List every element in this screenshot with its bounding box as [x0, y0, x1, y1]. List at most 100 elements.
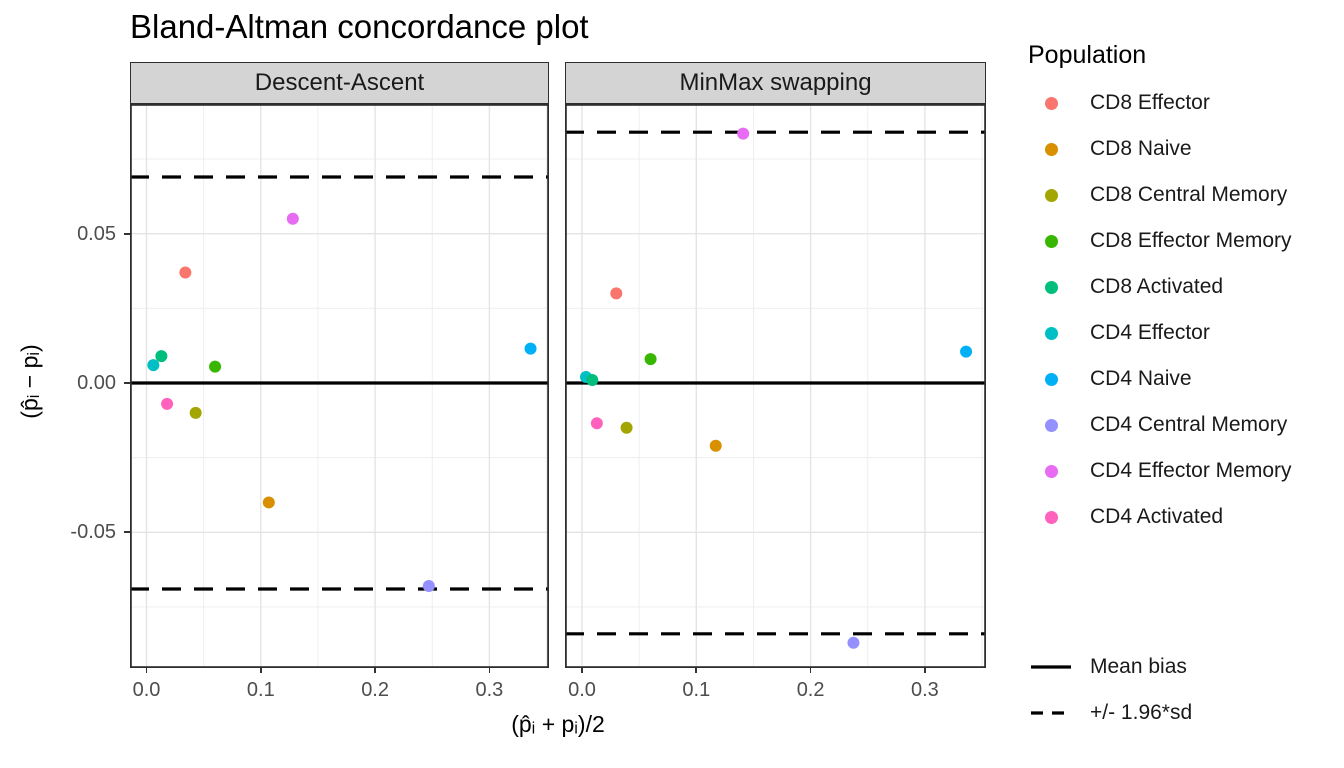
y-tick-mark [124, 531, 130, 534]
y-tick-mark [124, 382, 130, 384]
legend-line-item: Mean bias [1012, 644, 1342, 690]
data-point [179, 266, 192, 279]
x-axis-title: (p̂ᵢ + pᵢ)/2 [511, 711, 605, 737]
legend-key [1012, 96, 1090, 110]
legend-item-label: CD4 Activated [1090, 505, 1224, 528]
legend-item-label: CD8 Naive [1090, 137, 1192, 160]
data-point [286, 212, 299, 225]
x-tick-mark [488, 668, 491, 673]
legend: Population CD8 Effector CD8 Naive CD8 Cent… [1012, 30, 1342, 736]
legend-line-key [1012, 663, 1090, 671]
legend-item-label: CD4 Naive [1090, 367, 1192, 390]
y-axis-title: (p̂ᵢ − pᵢ) [16, 344, 43, 419]
legend-line-key [1012, 709, 1090, 717]
legend-population-items: CD8 Effector CD8 Naive CD8 Central Memory C… [1012, 80, 1342, 540]
y-tick-label: -0.05 [70, 521, 116, 544]
legend-line-label: +/- 1.96*sd [1090, 701, 1193, 724]
x-tick-mark [145, 668, 148, 673]
legend-dot-icon [1044, 510, 1058, 524]
data-point [847, 636, 860, 649]
x-tick-label: 0.2 [796, 679, 825, 701]
solid-line-icon [1031, 665, 1071, 669]
x-tick-label: 0.3 [475, 679, 504, 701]
x-tick-label: 0.1 [246, 679, 275, 701]
facet-strip-label: Descent-Ascent [254, 69, 425, 96]
facet-panel-minmax-swapping [565, 104, 986, 668]
legend-item: CD4 Central Memory [1012, 402, 1342, 448]
x-tick-label: 0.3 [910, 679, 939, 701]
legend-line-item: +/- 1.96*sd [1012, 690, 1342, 736]
data-point [209, 360, 222, 373]
legend-item: CD4 Naive [1012, 356, 1342, 402]
data-point [620, 421, 633, 434]
y-tick-label: 0.00 [77, 372, 116, 394]
x-tick-label: 0.2 [361, 679, 389, 701]
x-tick-mark [695, 668, 698, 673]
legend-key [1012, 372, 1090, 386]
data-point [262, 496, 275, 509]
data-point [422, 580, 435, 593]
data-point [960, 345, 973, 358]
facet-strip-label: MinMax swapping [679, 69, 872, 96]
legend-item: CD4 Effector Memory [1012, 448, 1342, 494]
legend-dot-icon [1044, 418, 1058, 432]
x-tick-mark [581, 668, 583, 673]
y-tick-mark [124, 232, 130, 235]
data-point [189, 406, 202, 419]
facet-strip-descent-ascent: Descent-Ascent [130, 62, 549, 104]
legend-line-items: Mean bias +/- 1.96*sd [1012, 644, 1342, 736]
legend-dot-icon [1044, 372, 1058, 386]
data-point [590, 417, 603, 430]
data-point [737, 127, 750, 140]
data-point [586, 374, 599, 387]
legend-dot-icon [1044, 234, 1058, 248]
data-point [709, 439, 722, 452]
panel-border [130, 104, 549, 668]
legend-item-label: CD8 Activated [1090, 275, 1224, 298]
x-tick-mark [374, 668, 376, 673]
legend-item-label: CD4 Effector Memory [1090, 459, 1292, 482]
legend-key [1012, 326, 1090, 340]
x-tick-label: 0.0 [132, 679, 161, 701]
legend-item: CD8 Effector Memory [1012, 218, 1342, 264]
legend-item-label: CD8 Central Memory [1090, 183, 1288, 206]
x-tick-mark [259, 668, 262, 673]
legend-key [1012, 234, 1090, 248]
x-tick-label: 0.1 [682, 679, 711, 701]
data-point [610, 287, 623, 300]
data-point [147, 359, 160, 372]
dashed-line-icon [1031, 711, 1071, 715]
data-point [524, 342, 537, 355]
legend-dot-icon [1044, 280, 1058, 294]
legend-dot-icon [1044, 96, 1058, 110]
x-tick-mark [924, 668, 926, 673]
legend-key [1012, 188, 1090, 202]
legend-item-label: CD8 Effector [1090, 91, 1210, 114]
legend-dot-icon [1044, 142, 1058, 156]
data-point [644, 353, 657, 366]
legend-item: CD8 Central Memory [1012, 172, 1342, 218]
legend-item-label: CD4 Effector [1090, 321, 1210, 344]
facet-strip-minmax-swapping: MinMax swapping [565, 62, 986, 104]
legend-item: CD8 Activated [1012, 264, 1342, 310]
legend-spacer [1012, 540, 1342, 644]
panel-border [565, 104, 986, 668]
y-tick-label: 0.05 [77, 222, 116, 245]
facet-panel-descent-ascent [130, 104, 549, 668]
legend-line-label: Mean bias [1090, 655, 1187, 678]
data-point [155, 350, 168, 363]
legend-title: Population [1028, 41, 1147, 69]
legend-item-label: CD8 Effector Memory [1090, 229, 1292, 252]
legend-item: CD8 Naive [1012, 126, 1342, 172]
x-tick-label: 0.0 [568, 679, 596, 701]
legend-key [1012, 418, 1090, 432]
legend-key [1012, 510, 1090, 524]
x-tick-mark [809, 668, 812, 673]
legend-item: CD8 Effector [1012, 80, 1342, 126]
legend-key [1012, 280, 1090, 294]
data-point [161, 397, 174, 410]
legend-key [1012, 464, 1090, 478]
legend-key [1012, 142, 1090, 156]
legend-dot-icon [1044, 464, 1058, 478]
